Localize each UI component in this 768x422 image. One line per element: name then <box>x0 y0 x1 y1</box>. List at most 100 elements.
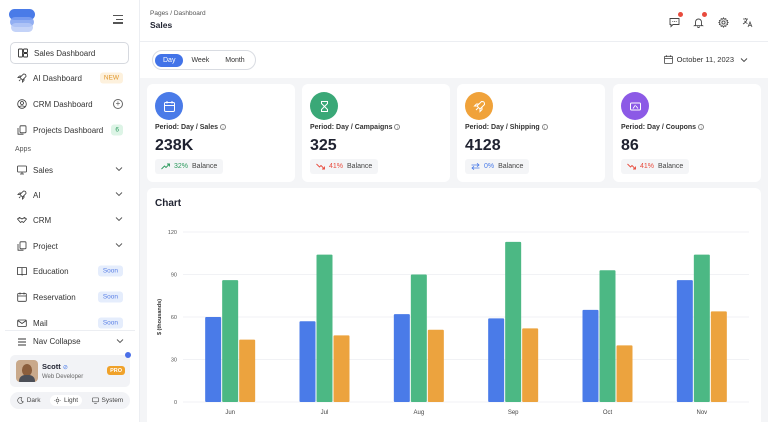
chevron-down-icon[interactable] <box>115 190 123 200</box>
bar <box>693 254 710 402</box>
theme-system-option[interactable]: System <box>88 395 128 406</box>
y-tick-label: 30 <box>171 358 177 364</box>
bar <box>599 270 616 402</box>
count-badge: 6 <box>111 124 123 136</box>
sidebar-item-sales-dashboard[interactable]: Sales Dashboard <box>10 42 129 64</box>
swap-icon <box>471 163 480 170</box>
tab-week[interactable]: Week <box>191 56 210 64</box>
bar <box>522 328 539 402</box>
bar <box>616 345 633 402</box>
bar <box>410 274 427 402</box>
copy-icon <box>17 241 27 251</box>
sidebar-item-sales[interactable]: Sales <box>10 159 129 181</box>
delta-suffix: Balance <box>498 163 524 170</box>
bar <box>710 311 727 402</box>
user-circle-icon <box>17 99 27 109</box>
card-label: Period: Day / Sales i <box>155 124 227 131</box>
tab-day[interactable]: Day <box>155 53 184 67</box>
sidebar-item-ai-dashboard[interactable]: AI Dashboard NEW <box>10 67 129 89</box>
bar <box>582 309 599 402</box>
card-value: 86 <box>621 137 639 154</box>
chart-panel: Chart 0 30 60 90 120 $ (thousands) Jun Jul Aug Se… <box>147 188 761 422</box>
theme-switch[interactable]: Dark Light System <box>10 392 130 409</box>
new-badge: NEW <box>99 72 123 84</box>
y-tick-label: 120 <box>168 230 177 236</box>
stat-card-coupons[interactable]: Period: Day / Coupons i 86 41% Balance <box>613 84 761 182</box>
nav-collapse-item[interactable]: Nav Collapse <box>5 330 135 352</box>
sidebar-item-mail[interactable]: Mail Soon <box>10 312 129 334</box>
bar <box>488 318 505 402</box>
sidebar-item-education[interactable]: Education Soon <box>10 260 129 282</box>
date-value: October 11, 2023 <box>676 55 734 64</box>
calendar-icon <box>17 292 27 302</box>
plus-circle-icon[interactable]: + <box>113 99 123 109</box>
sidebar-item-reservation[interactable]: Reservation Soon <box>10 286 129 308</box>
card-value: 325 <box>310 137 337 154</box>
gear-icon[interactable] <box>718 15 729 29</box>
sidebar-item-projects-dashboard[interactable]: Projects Dashboard 6 <box>10 119 129 141</box>
chat-icon[interactable] <box>669 12 683 28</box>
chevron-down-icon[interactable] <box>116 337 124 347</box>
app-logo[interactable] <box>9 9 35 33</box>
bar <box>333 335 350 402</box>
date-picker[interactable]: October 11, 2023 <box>663 55 748 64</box>
stat-card-campaigns[interactable]: Period: Day / Campaigns i 325 41% Balance <box>302 84 450 182</box>
sidebar-item-label: Sales Dashboard <box>34 48 96 58</box>
trend-down-icon <box>627 163 636 170</box>
x-tick-label: Sep <box>508 410 519 416</box>
info-icon: i <box>541 124 548 131</box>
info-icon: i <box>394 124 401 131</box>
card-label: Period: Day / Shipping i <box>465 124 548 131</box>
pro-badge: PRO <box>107 366 125 375</box>
sidebar-item-label: Project <box>33 241 58 251</box>
y-tick-label: 90 <box>171 273 177 279</box>
rocket-icon <box>17 190 27 200</box>
y-axis-label: $ (thousands) <box>157 299 163 335</box>
sidebar-item-project[interactable]: Project <box>10 235 129 257</box>
toolbar: Day Week Month October 11, 2023 <box>140 42 768 78</box>
rocket-icon <box>17 73 27 83</box>
page-title: Sales <box>150 20 173 30</box>
user-card[interactable]: Scott ⊘ Web Developer PRO <box>10 355 130 387</box>
sidebar: Sales Dashboard AI Dashboard NEW CRM Das… <box>0 0 140 422</box>
delta-suffix: Balance <box>192 163 218 170</box>
sidebar-item-crm-dashboard[interactable]: CRM Dashboard + <box>10 93 129 115</box>
nav-collapse-label: Nav Collapse <box>33 337 81 346</box>
x-tick-label: Oct <box>603 410 613 416</box>
rocket-icon <box>465 92 493 120</box>
trend-up-icon <box>161 163 170 170</box>
sidebar-item-ai[interactable]: AI <box>10 184 129 206</box>
x-tick-label: Nov <box>696 410 707 416</box>
chevron-down-icon[interactable] <box>115 165 123 175</box>
bell-icon[interactable] <box>693 12 707 28</box>
copy-icon <box>17 125 27 135</box>
x-tick-label: Jul <box>321 410 329 416</box>
menu-toggle-icon[interactable] <box>113 15 123 24</box>
chevron-down-icon[interactable] <box>115 215 123 225</box>
translate-icon[interactable] <box>742 15 753 28</box>
card-delta: 41% Balance <box>310 159 379 174</box>
bar <box>393 314 410 402</box>
avatar <box>16 360 38 382</box>
card-value: 238K <box>155 137 194 154</box>
stat-card-shipping[interactable]: Period: Day / Shipping i 4128 0% Balance <box>457 84 605 182</box>
bar <box>239 339 256 402</box>
info-icon: i <box>220 124 227 131</box>
calendar-icon <box>155 92 183 120</box>
chevron-down-icon[interactable] <box>115 241 123 251</box>
sidebar-item-label: Sales <box>33 165 54 175</box>
card-delta: 0% Balance <box>465 159 530 174</box>
theme-light-option[interactable]: Light <box>49 395 83 406</box>
breadcrumb[interactable]: Pages / Dashboard <box>150 10 206 17</box>
tab-month[interactable]: Month <box>225 56 245 64</box>
handshake-icon <box>17 215 27 225</box>
user-role: Web Developer <box>42 374 84 380</box>
theme-dark-option[interactable]: Dark <box>13 395 45 406</box>
sidebar-item-crm[interactable]: CRM <box>10 209 129 231</box>
bar <box>222 280 239 402</box>
card-value: 4128 <box>465 137 501 154</box>
x-tick-label: Jun <box>225 410 235 416</box>
verified-icon: ⊘ <box>62 365 68 371</box>
chevron-down-icon <box>740 57 748 62</box>
stat-card-sales[interactable]: Period: Day / Sales i 238K 32% Balance <box>147 84 295 182</box>
